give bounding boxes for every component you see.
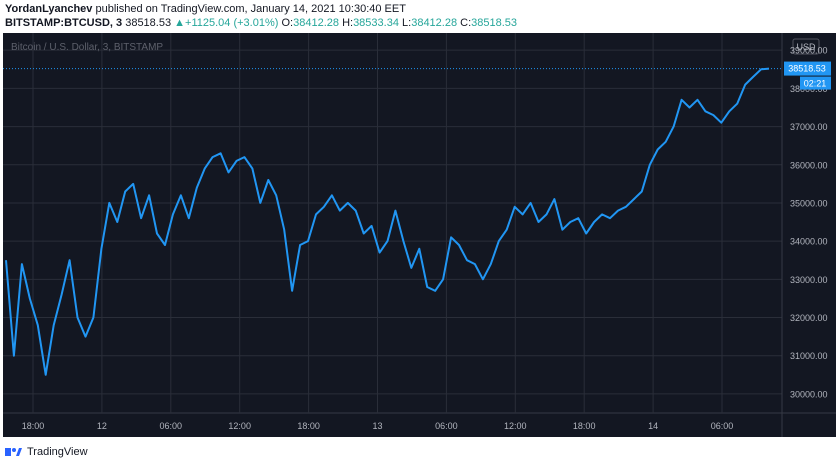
chart-watermark: Bitcoin / U.S. Dollar, 3, BITSTAMP xyxy=(11,42,163,53)
high-label: H: xyxy=(342,17,354,29)
y-tick-label: 33000.00 xyxy=(790,275,828,285)
change-arrow-icon: ▲ xyxy=(174,17,186,29)
tradingview-brand[interactable]: TradingView xyxy=(5,443,88,461)
open-value: 38412.28 xyxy=(293,17,339,29)
close-label: C: xyxy=(460,17,472,29)
high-value: 38533.34 xyxy=(353,17,399,29)
x-tick-label: 18:00 xyxy=(22,421,45,431)
x-tick-label: 12:00 xyxy=(504,421,527,431)
x-tick-label: 06:00 xyxy=(711,421,734,431)
tradingview-brand-label: TradingView xyxy=(27,446,88,458)
y-tick-label: 35000.00 xyxy=(790,198,828,208)
chart-panel[interactable]: Bitcoin / U.S. Dollar, 3, BITSTAMP USD 3… xyxy=(3,33,836,437)
last-price-tag-value: 38518.53 xyxy=(788,64,826,74)
author-name[interactable]: YordanLyanchev xyxy=(5,3,93,15)
x-tick-label: 18:00 xyxy=(297,421,320,431)
published-text: published on TradingView.com, January 14… xyxy=(95,3,406,15)
publish-info: YordanLyanchev published on TradingView.… xyxy=(5,3,406,15)
x-tick-label: 12 xyxy=(97,421,107,431)
y-tick-label: 31000.00 xyxy=(790,351,828,361)
y-tick-label: 34000.00 xyxy=(790,237,828,247)
y-tick-label: 30000.00 xyxy=(790,389,828,399)
x-tick-label: 12:00 xyxy=(228,421,251,431)
low-value: 38412.28 xyxy=(411,17,458,29)
y-tick-label: 39000.00 xyxy=(790,46,828,56)
currency-label: USD xyxy=(796,42,816,52)
x-tick-label: 06:00 xyxy=(435,421,458,431)
tradingview-logo-icon xyxy=(5,448,22,456)
y-tick-label: 32000.00 xyxy=(790,313,828,323)
low-label: L: xyxy=(402,17,412,29)
y-tick-label: 37000.00 xyxy=(790,122,828,132)
currency-button[interactable]: USD xyxy=(792,38,820,55)
open-label: O: xyxy=(281,17,294,29)
x-tick-label: 06:00 xyxy=(160,421,183,431)
change-value: +1125.04 (+3.01%) xyxy=(185,17,279,29)
symbol-legend: BITSTAMP:BTCUSD, 3 38518.53 ▲+1125.04 (+… xyxy=(5,17,517,29)
symbol-name: BITSTAMP:BTCUSD, 3 xyxy=(5,17,123,29)
x-tick-label: 18:00 xyxy=(573,421,596,431)
close-value: 38518.53 xyxy=(471,17,518,29)
price-series-line xyxy=(5,67,770,376)
x-tick-label: 14 xyxy=(648,421,658,431)
price-chart[interactable]: Bitcoin / U.S. Dollar, 3, BITSTAMP USD 3… xyxy=(3,33,836,437)
x-tick-label: 13 xyxy=(372,421,382,431)
y-tick-label: 36000.00 xyxy=(790,160,828,170)
last-price-tag: 38518.53 xyxy=(784,61,831,76)
countdown-value: 02:21 xyxy=(804,79,827,89)
countdown-tag: 02:21 xyxy=(800,76,831,90)
last-price-value: 38518.53 xyxy=(125,17,172,29)
